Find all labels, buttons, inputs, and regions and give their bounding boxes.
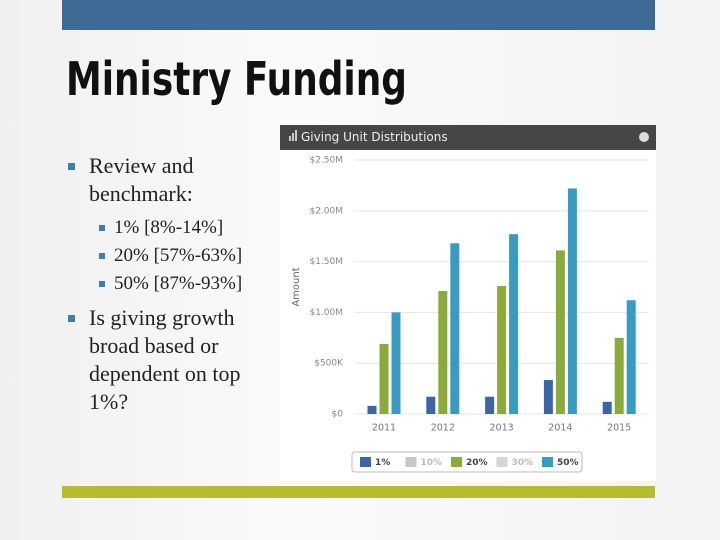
bullet-list: Review and benchmark: 1% [8%-14%] 20% [57%… bbox=[66, 152, 266, 422]
sub-bullet-text: 1% [8%-14%] bbox=[114, 217, 224, 238]
bar bbox=[379, 343, 389, 414]
legend-label: 30% bbox=[512, 458, 534, 468]
chart-header bbox=[280, 125, 656, 150]
bar bbox=[626, 300, 636, 414]
bar bbox=[602, 401, 612, 414]
icon bbox=[292, 133, 294, 141]
bar bbox=[555, 250, 565, 414]
sub-bullet: 20% [57%-63%] bbox=[89, 242, 266, 270]
bar bbox=[543, 379, 553, 414]
legend-label: 20% bbox=[466, 458, 488, 468]
y-tick-label: $2.00M bbox=[309, 206, 343, 216]
legend-swatch bbox=[451, 457, 462, 467]
icon bbox=[289, 136, 291, 141]
bar bbox=[614, 337, 624, 414]
bullet: Is giving growth broad based or dependen… bbox=[66, 304, 266, 416]
bar bbox=[450, 243, 460, 414]
x-tick-label: 2012 bbox=[431, 423, 455, 434]
sub-bullet-text: 20% [57%-63%] bbox=[114, 245, 243, 266]
bar bbox=[567, 188, 577, 414]
y-tick-label: $1.50M bbox=[309, 257, 343, 267]
legend-swatch bbox=[496, 457, 508, 467]
sub-list: 1% [8%-14%] 20% [57%-63%] 50% [87%-93%] bbox=[89, 214, 266, 298]
y-tick-label: $1.00M bbox=[309, 308, 343, 318]
legend-swatch bbox=[360, 457, 371, 467]
legend-swatch bbox=[405, 457, 417, 467]
x-tick-label: 2013 bbox=[490, 423, 514, 434]
x-tick-label: 2014 bbox=[548, 423, 572, 434]
y-tick-label: $500K bbox=[314, 359, 344, 369]
x-tick-label: 2011 bbox=[372, 423, 396, 434]
chart-panel bbox=[280, 125, 656, 481]
slide-title: Ministry Funding bbox=[66, 52, 407, 106]
sub-bullet-text: 50% [87%-93%] bbox=[114, 273, 243, 294]
bar bbox=[485, 396, 495, 414]
bar bbox=[438, 291, 448, 414]
y-axis-title: Amount bbox=[291, 267, 302, 306]
icon bbox=[295, 130, 297, 141]
x-tick-label: 2015 bbox=[607, 423, 631, 434]
sub-bullet: 1% [8%-14%] bbox=[89, 214, 266, 242]
chart-title: Giving Unit Distributions bbox=[301, 130, 448, 144]
y-tick-label: $2.50M bbox=[309, 156, 343, 166]
bar bbox=[367, 405, 377, 414]
bullet-text: Is giving growth broad based or dependen… bbox=[89, 305, 241, 414]
legend-label: 1% bbox=[375, 458, 390, 468]
legend-label: 50% bbox=[557, 458, 579, 468]
bar bbox=[509, 234, 519, 414]
bullet-text: Review and benchmark: bbox=[89, 153, 194, 206]
bottom-bar bbox=[62, 486, 655, 498]
bar bbox=[426, 396, 436, 414]
legend-swatch bbox=[542, 457, 553, 467]
info-icon[interactable] bbox=[639, 132, 649, 142]
sub-bullet: 50% [87%-93%] bbox=[89, 270, 266, 298]
top-bar bbox=[62, 0, 655, 30]
bar bbox=[391, 312, 401, 414]
legend-label: 10% bbox=[421, 458, 443, 468]
bar bbox=[497, 285, 507, 414]
bullet: Review and benchmark: 1% [8%-14%] 20% [57%… bbox=[66, 152, 266, 298]
y-tick-label: $0 bbox=[332, 410, 344, 420]
